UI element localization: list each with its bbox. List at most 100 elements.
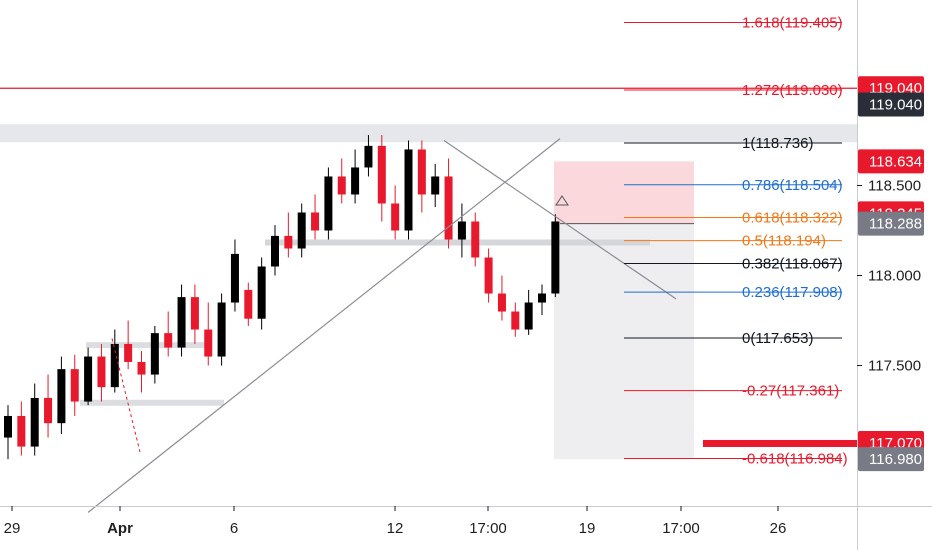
corrective-leg [111,338,141,453]
candle [377,135,386,222]
support-zone [80,399,224,406]
candle-body [297,212,306,249]
candle-body [217,302,226,357]
candle-body [497,293,506,312]
candle-body [97,356,106,388]
candle-body [524,302,533,330]
time-tick-label: Apr [107,520,133,537]
candle-body [324,176,333,231]
candle-body [417,149,426,195]
candle-body [257,266,266,319]
candle [177,284,186,357]
candle [124,320,133,370]
candle-body [431,176,440,195]
candle [84,347,93,406]
candle [217,293,226,366]
time-tick-label: 26 [770,520,787,537]
candle [497,275,506,321]
candle-body [137,361,146,375]
price-tick-label: 118.500 [868,177,921,194]
candle-body [391,203,400,231]
fib-level-label: -0.27(117.361) [742,383,839,400]
candle [551,214,560,298]
candle-body [30,397,39,447]
fib-level-label: 1(118.736) [742,135,813,152]
fib-level: 1(118.736) [624,135,842,152]
fib-level-label: 0.786(118.504) [742,177,843,194]
downward-trendline [443,139,677,300]
candle-body [538,293,546,303]
candle-body [244,289,253,319]
candle-body [190,297,199,330]
time-tick-label: 17:00 [469,520,507,537]
time-tick-label: 6 [230,520,238,537]
candle [271,225,279,276]
price-badge-label: 118.634 [869,153,922,170]
candle-body [84,356,93,402]
candle-body [444,176,453,240]
candle [137,351,146,393]
time-tick-label: 12 [387,520,404,537]
candle [431,163,440,208]
fib-level: 1.618(119.405) [624,15,843,32]
fib-level-label: 0.236(117.908) [742,284,843,301]
candle [230,239,239,312]
candle [511,302,520,337]
time-tick-label: 17:00 [662,520,700,537]
price-badge: 118.288 [858,211,924,236]
candle [97,343,106,402]
time-tick-label: 29 [4,520,21,537]
candle-body [124,343,133,362]
fib-level: 0(117.653) [624,330,842,347]
candle-body [17,415,26,447]
candle [17,401,26,456]
candle-body [177,297,186,348]
candle [391,185,400,240]
candle [324,167,333,240]
price-tick-label: 117.500 [868,358,921,375]
price-badge-box [858,92,924,117]
stop-loss-zone [554,161,694,224]
candle [204,302,213,366]
candle-body [311,212,320,231]
fib-level-label: 0.382(118.067) [742,255,843,272]
candle-body [284,235,293,249]
candle [30,383,39,456]
candle [417,140,426,213]
price-badge-box [858,447,924,472]
candle-body [70,369,79,402]
candle [164,311,173,357]
price-badge: 118.634 [858,149,924,174]
fib-level: 0.236(117.908) [624,284,843,301]
fib-level: -0.27(117.361) [624,383,842,400]
price-badge: 116.980 [858,447,924,472]
price-badge-box [858,211,924,236]
price-badge-label: 116.980 [869,451,922,468]
candle [257,257,266,330]
candle [44,374,53,438]
candle-body [164,333,173,348]
candle-body [337,176,346,195]
candle [244,282,253,326]
take-profit-zone [554,223,694,460]
candle [297,203,306,258]
candle-body [204,329,213,357]
candle [538,284,546,316]
candle [471,212,480,267]
candle-body [377,145,386,204]
candle-body [230,253,239,303]
candle [70,354,79,416]
price-tick-label: 118.000 [868,268,921,285]
candle-body [551,221,560,294]
time-tick-label: 19 [579,520,596,537]
candle [351,149,360,204]
candle [404,140,413,240]
price-badge-box [858,149,924,174]
fib-level-label: 0.618(118.322) [742,210,843,227]
fib-level-label: 0(117.653) [742,330,813,347]
price-badge: 119.040 [858,92,924,117]
candle-body [511,311,520,330]
candle-body [351,167,360,195]
candle [284,212,293,258]
entry-zone [265,239,650,246]
